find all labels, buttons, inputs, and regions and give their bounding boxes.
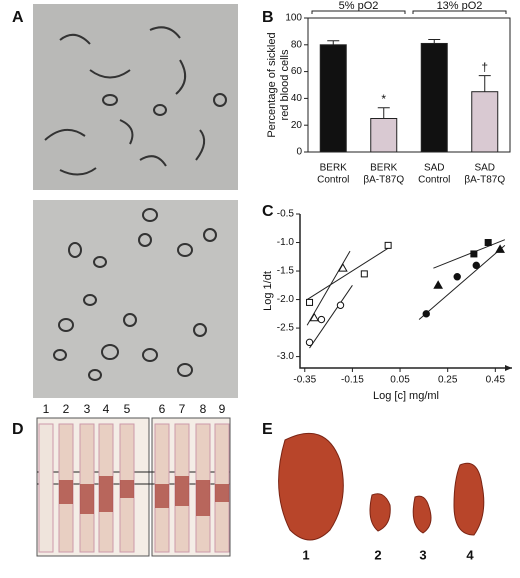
band [215, 484, 229, 502]
x-tick-label: Control [317, 175, 349, 186]
lane-label: 8 [200, 402, 207, 416]
spleen-label: 1 [302, 547, 309, 562]
x-tick-label: 0.25 [438, 375, 458, 386]
error-bar [478, 75, 491, 92]
x-tick-label: BERK [320, 163, 348, 174]
point [384, 241, 392, 249]
spleen-label: 2 [374, 547, 381, 562]
x-tick-label: BERK [370, 163, 398, 174]
bar [319, 44, 347, 153]
error-bar [428, 38, 441, 44]
x-tick-label: βA-T87Q [363, 175, 404, 186]
band [196, 480, 210, 516]
point [422, 310, 430, 318]
y-tick-label: -2.5 [277, 323, 295, 334]
band [99, 476, 113, 512]
point [360, 270, 368, 278]
plot-frame [307, 17, 511, 153]
panel-label: A [12, 9, 24, 26]
bar [420, 42, 448, 153]
point [433, 280, 444, 289]
significance-marker: † [481, 60, 488, 74]
y-axis-label: red blood cells [279, 49, 291, 120]
y-tick-label: 0 [296, 147, 302, 158]
y-tick-label: -2.0 [277, 294, 295, 305]
point [338, 263, 348, 272]
group-bracket [412, 10, 507, 14]
lane-label: 1 [43, 402, 50, 416]
axis-arrow [505, 365, 512, 371]
y-tick-label: 20 [291, 120, 303, 131]
band [155, 484, 169, 508]
panel-label: B [262, 9, 274, 26]
y-axis-label: Percentage of sickled [266, 32, 278, 137]
x-axis-label: Log [c] mg/ml [373, 390, 439, 402]
fit-line [306, 247, 389, 300]
lane-label: 6 [159, 402, 166, 416]
y-axis-label: Log 1/dt [262, 271, 274, 311]
x-tick-label: SAD [424, 163, 445, 174]
group-bracket [311, 10, 406, 14]
panel-label: E [262, 421, 273, 438]
x-tick-label: SAD [474, 163, 495, 174]
lane-label: 5 [124, 402, 131, 416]
band [59, 480, 73, 504]
bar [471, 91, 499, 153]
point [305, 338, 314, 347]
error-bar [377, 107, 390, 119]
fit-line [418, 244, 506, 320]
spleen-label: 3 [419, 547, 426, 562]
lane-label: 9 [219, 402, 226, 416]
y-tick-label: -0.5 [277, 209, 295, 220]
point [306, 298, 314, 306]
y-tick-label: -1.0 [277, 237, 295, 248]
point [336, 301, 345, 309]
group-label: 13% pO2 [437, 0, 483, 12]
y-tick-label: 100 [285, 13, 302, 24]
point [453, 273, 461, 281]
micrograph-a [33, 4, 238, 398]
y-tick-label: 80 [291, 39, 303, 50]
x-tick-label: 0.45 [486, 375, 506, 386]
band [120, 480, 134, 498]
significance-marker: * [381, 92, 386, 106]
point [484, 239, 492, 247]
fit-line [309, 285, 353, 349]
spleen-label: 4 [466, 547, 474, 562]
panel-label: C [262, 203, 274, 220]
panel-label: D [12, 421, 24, 438]
point [470, 250, 478, 258]
point [472, 261, 480, 270]
y-tick-label: 60 [291, 66, 303, 77]
x-tick-label: Control [418, 175, 450, 186]
lane-label: 2 [63, 402, 70, 416]
lane-label: 3 [84, 402, 91, 416]
point [309, 312, 320, 322]
band [175, 476, 189, 506]
group-label: 5% pO2 [339, 0, 379, 12]
lane-label: 7 [179, 402, 186, 416]
bar [370, 118, 398, 153]
error-bar [327, 40, 340, 45]
point [317, 315, 326, 324]
fit-line [433, 239, 506, 269]
spleens [278, 432, 485, 541]
x-tick-label: 0.05 [390, 375, 410, 386]
x-tick-label: βA-T87Q [464, 175, 505, 186]
x-tick-label: -0.15 [341, 375, 364, 386]
lane [38, 423, 54, 553]
y-tick-label: 40 [291, 93, 303, 104]
point [495, 244, 505, 253]
lane-label: 4 [103, 402, 110, 416]
band [80, 484, 94, 514]
x-tick-label: -0.35 [293, 375, 316, 386]
y-tick-label: -3.0 [277, 351, 295, 362]
axes [299, 214, 512, 369]
y-tick-label: -1.5 [277, 266, 295, 277]
